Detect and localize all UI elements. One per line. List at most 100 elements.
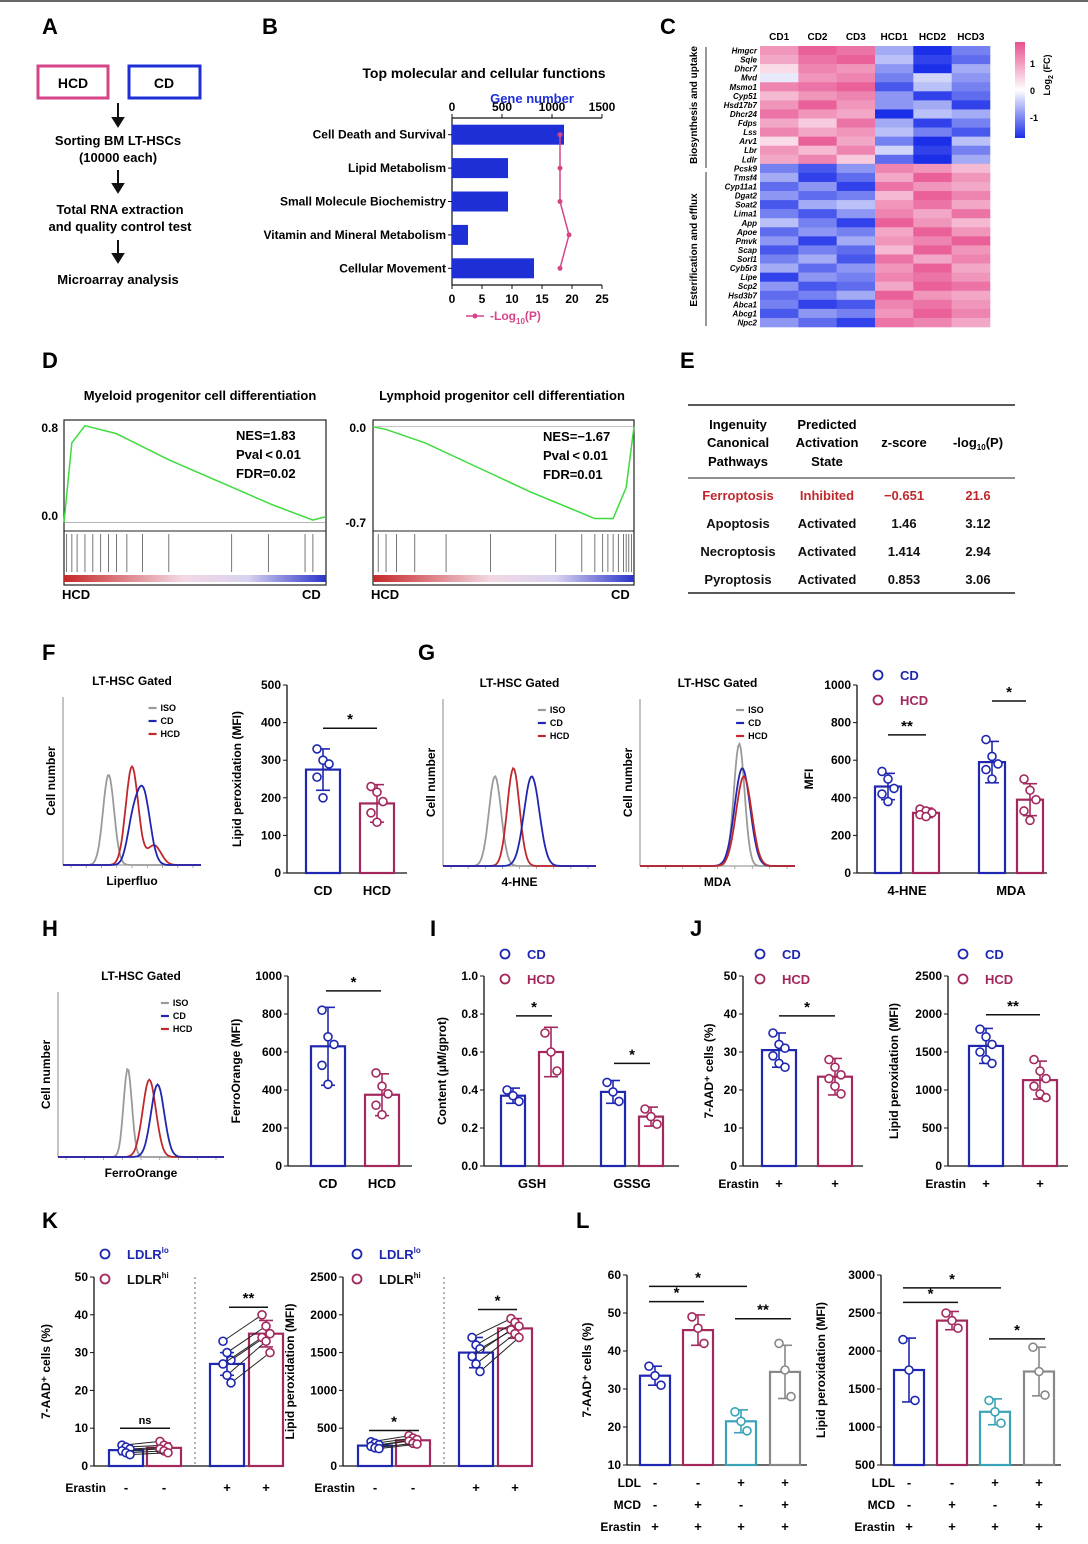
heatmap-cell (836, 154, 876, 165)
gsea-left-title: Myeloid progenitor cell differentiation (84, 388, 317, 403)
legend-marker (351, 1248, 363, 1260)
x-group-label: 4-HNE (887, 883, 926, 898)
data-point (953, 1323, 963, 1333)
heatmap-row-label: Pmvk (736, 237, 758, 246)
heatmap-row-label: Cyp51 (733, 92, 758, 101)
heatmap-cell (875, 299, 914, 310)
gsea-frame (372, 419, 635, 586)
x-category-label: HCD (363, 883, 391, 898)
data-point (226, 1378, 236, 1388)
heatmap-cell (760, 109, 799, 119)
heatmap-cell (836, 299, 876, 310)
flow-histogram: LT-HSC Gated 4-HNE Cell number ISO CD HCD (424, 676, 596, 889)
data-point (996, 1418, 1006, 1428)
heatmap-cell (760, 290, 799, 301)
heatmap-cell (951, 209, 991, 219)
condition-value: - (907, 1475, 911, 1490)
heatmap-cell (798, 299, 837, 310)
y-tick-label: 2500 (848, 1306, 875, 1320)
data-point (1041, 1073, 1051, 1084)
legend: CD HCD (957, 947, 1013, 987)
heatmap-cell (875, 227, 914, 237)
heatmap-cell (913, 154, 952, 165)
gsea-right-xright: CD (611, 587, 630, 602)
legend-marker (351, 1273, 363, 1285)
y-tick-label: 1000 (915, 1083, 942, 1097)
heatmap-cell (875, 46, 914, 56)
heatmap-cell (913, 200, 952, 210)
top-tick-label: 1500 (589, 100, 616, 114)
heatmap-row-label: Fdps (738, 119, 758, 128)
heatmap-cell (875, 55, 914, 65)
significance-label: ** (1007, 998, 1019, 1015)
panel-letter-l: L (576, 1208, 589, 1233)
y-tick-label: 400 (831, 791, 851, 805)
bottom-tick-label: 25 (595, 292, 609, 306)
data-point (366, 808, 376, 818)
group-label-biosynthesis: Biosynthesis and uptake (689, 46, 700, 164)
heatmap-cell (760, 272, 799, 282)
legend-label: LDLRlo (127, 1246, 169, 1262)
hcd-box-label: HCD (58, 75, 88, 91)
condition-value: - (124, 1480, 128, 1495)
data-point (312, 744, 322, 754)
data-point (656, 1380, 666, 1390)
heatmap-cell (951, 163, 991, 174)
data-point (546, 1047, 556, 1057)
pair-line (226, 1325, 267, 1354)
condition-value: - (653, 1497, 657, 1512)
significance-label: ** (243, 1290, 255, 1307)
panel-b-legend: -Log10(P) (466, 309, 541, 326)
data-point (614, 1096, 624, 1107)
pair-line (471, 1318, 512, 1338)
table-cell-zscore: −0.651 (884, 488, 924, 503)
data-point (904, 1365, 914, 1375)
legend-label: HCD (748, 731, 768, 741)
histogram-x-label: MDA (704, 875, 732, 889)
header-pathway-2: Canonical (707, 435, 769, 450)
data-point (514, 1096, 524, 1107)
y-tick-label: 0 (81, 1459, 88, 1473)
pair-line (129, 1452, 169, 1456)
heatmap-cell (836, 181, 876, 192)
histogram-x-label: Liperfluo (106, 874, 157, 888)
legend-label: CD (782, 947, 801, 962)
legend-label: ISO (173, 998, 189, 1008)
data-point (780, 1062, 790, 1072)
heatmap-cell (875, 154, 914, 165)
pair-line (230, 1352, 271, 1384)
condition-value: + (831, 1176, 839, 1191)
histogram-curve-hcd (58, 1078, 224, 1158)
significance-label: * (531, 999, 537, 1016)
heatmap-cell (913, 109, 952, 119)
heatmap-row-label: Tmsf4 (733, 173, 757, 182)
heatmap-cell (951, 172, 991, 183)
data-point (981, 734, 991, 745)
y-tick-label: 2000 (310, 1308, 337, 1322)
legend-label: CD (900, 668, 919, 683)
table-cell-state: Activated (798, 572, 857, 587)
condition-value: + (694, 1497, 702, 1512)
heatmap-cell (875, 82, 914, 92)
heatmap-row-label: Mvd (741, 74, 758, 83)
x-group-label: GSSG (613, 1176, 651, 1191)
heatmap-cell (836, 209, 876, 219)
heatmap-cell (913, 136, 952, 147)
heatmap-cell (875, 191, 914, 201)
heatmap-cell (760, 163, 799, 174)
heatmap-cell (798, 46, 837, 56)
data-point (540, 1028, 550, 1038)
y-tick-label: 0 (730, 1159, 737, 1173)
heatmap-cell (836, 254, 876, 264)
x-category-label: CD (319, 1176, 338, 1191)
heatmap-cell (913, 227, 952, 237)
legend: CD HCD (499, 947, 555, 987)
panel-letter-d: D (42, 348, 58, 373)
histogram-x-label: FerroOrange (105, 1166, 178, 1180)
x-category-label: CD (314, 883, 333, 898)
y-tick-label: 800 (831, 716, 851, 730)
heatmap-cell (760, 236, 799, 246)
heatmap-cell (913, 209, 952, 219)
